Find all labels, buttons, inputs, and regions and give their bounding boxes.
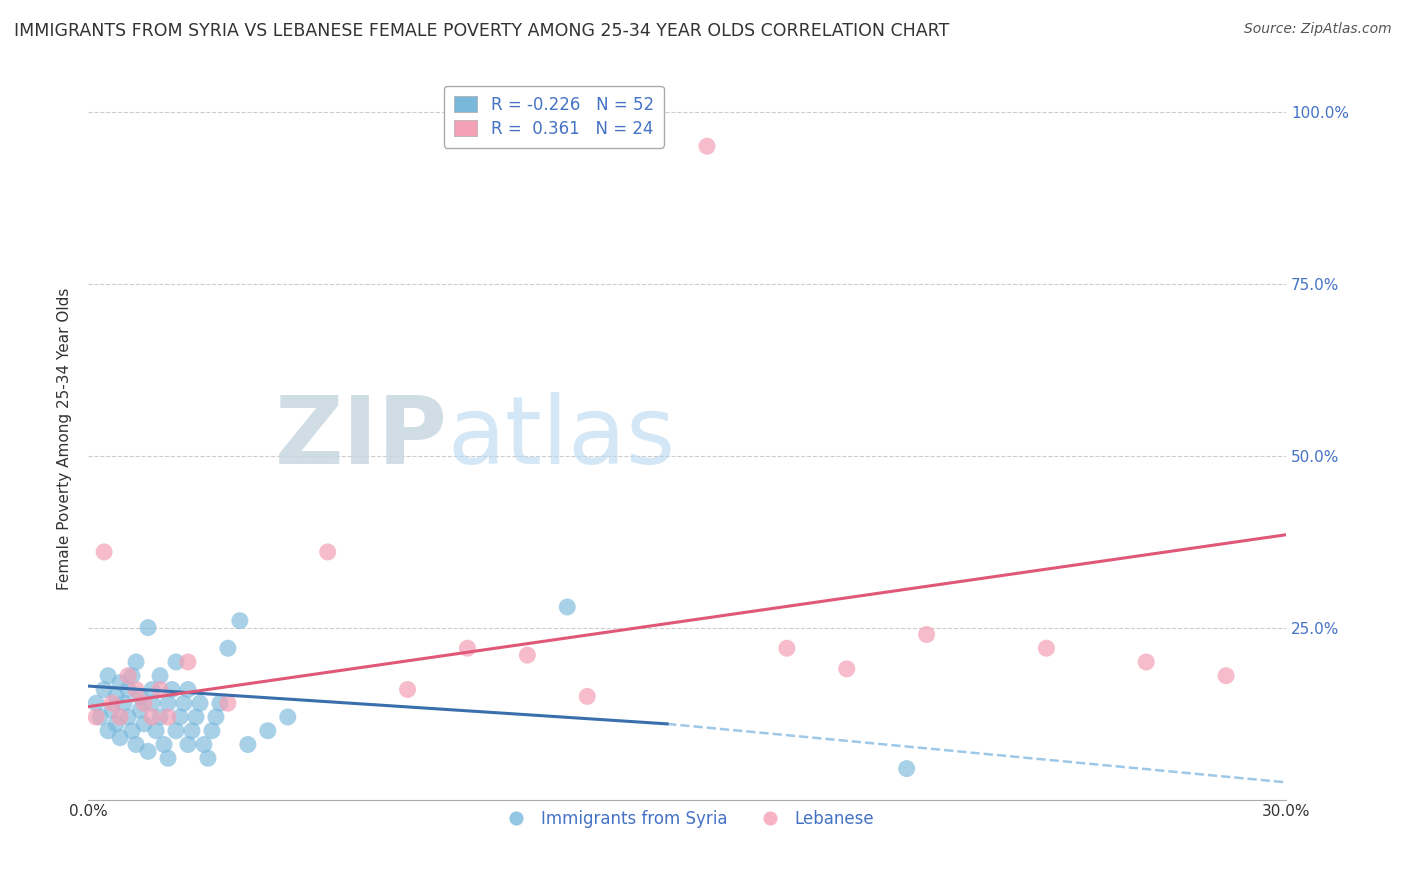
Point: [156, 751, 179, 765]
Point: [112, 696, 135, 710]
Point: [125, 655, 148, 669]
Point: [117, 682, 139, 697]
Point: [177, 738, 200, 752]
Point: [1035, 641, 1057, 656]
Point: [205, 710, 228, 724]
Point: [108, 675, 131, 690]
Point: [136, 621, 159, 635]
Point: [132, 717, 155, 731]
Point: [177, 682, 200, 697]
Point: [153, 738, 176, 752]
Point: [173, 696, 195, 710]
Point: [277, 710, 299, 724]
Point: [201, 723, 224, 738]
Point: [141, 710, 163, 724]
Point: [101, 703, 124, 717]
Point: [555, 599, 578, 614]
Point: [316, 545, 339, 559]
Point: [576, 690, 599, 704]
Point: [156, 696, 179, 710]
Point: [193, 738, 215, 752]
Point: [169, 710, 191, 724]
Legend: Immigrants from Syria, Lebanese: Immigrants from Syria, Lebanese: [494, 803, 882, 835]
Point: [105, 717, 128, 731]
Point: [129, 703, 152, 717]
Text: ZIP: ZIP: [274, 392, 447, 484]
Point: [256, 723, 278, 738]
Y-axis label: Female Poverty Among 25-34 Year Olds: Female Poverty Among 25-34 Year Olds: [58, 287, 72, 590]
Point: [117, 710, 139, 724]
Point: [101, 696, 124, 710]
Point: [165, 655, 187, 669]
Point: [217, 696, 239, 710]
Point: [165, 723, 187, 738]
Point: [84, 710, 107, 724]
Point: [236, 738, 259, 752]
Point: [396, 682, 419, 697]
Point: [1135, 655, 1157, 669]
Point: [108, 731, 131, 745]
Point: [117, 669, 139, 683]
Point: [97, 669, 120, 683]
Point: [121, 723, 143, 738]
Point: [177, 655, 200, 669]
Point: [125, 738, 148, 752]
Point: [141, 696, 163, 710]
Point: [456, 641, 478, 656]
Point: [217, 641, 239, 656]
Point: [125, 682, 148, 697]
Point: [105, 690, 128, 704]
Point: [93, 682, 115, 697]
Point: [188, 696, 211, 710]
Point: [145, 723, 167, 738]
Point: [132, 696, 155, 710]
Point: [129, 690, 152, 704]
Point: [896, 762, 918, 776]
Point: [156, 710, 179, 724]
Point: [121, 669, 143, 683]
Point: [197, 751, 219, 765]
Point: [1215, 669, 1237, 683]
Text: Source: ZipAtlas.com: Source: ZipAtlas.com: [1244, 22, 1392, 37]
Point: [149, 710, 172, 724]
Point: [696, 139, 718, 153]
Point: [97, 723, 120, 738]
Point: [108, 710, 131, 724]
Point: [136, 744, 159, 758]
Point: [181, 723, 204, 738]
Point: [141, 682, 163, 697]
Point: [89, 710, 111, 724]
Point: [776, 641, 799, 656]
Point: [84, 696, 107, 710]
Point: [160, 682, 183, 697]
Point: [835, 662, 858, 676]
Text: IMMIGRANTS FROM SYRIA VS LEBANESE FEMALE POVERTY AMONG 25-34 YEAR OLDS CORRELATI: IMMIGRANTS FROM SYRIA VS LEBANESE FEMALE…: [14, 22, 949, 40]
Point: [149, 669, 172, 683]
Text: atlas: atlas: [447, 392, 676, 484]
Point: [149, 682, 172, 697]
Point: [93, 545, 115, 559]
Point: [915, 627, 938, 641]
Point: [516, 648, 538, 662]
Point: [184, 710, 207, 724]
Point: [229, 614, 252, 628]
Point: [208, 696, 231, 710]
